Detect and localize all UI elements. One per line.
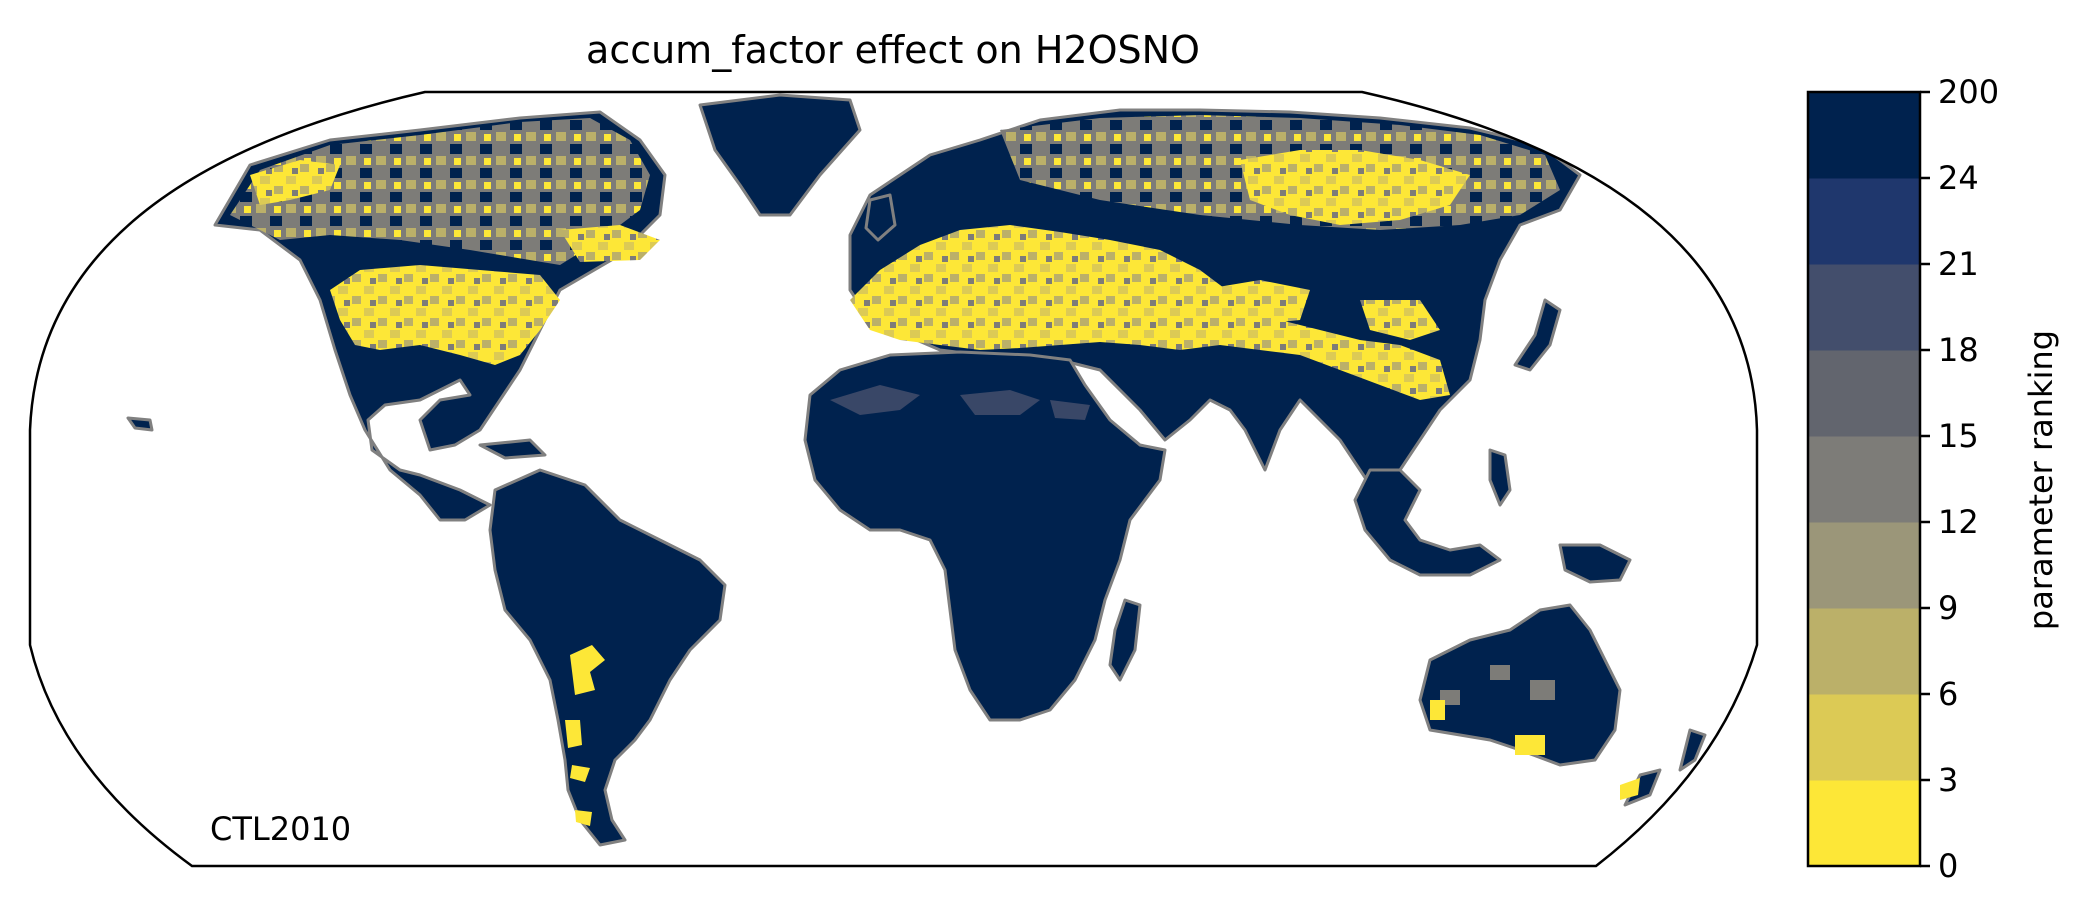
colorbar-segment (1808, 608, 1920, 695)
map (126, 93, 1707, 847)
patch-europe-yellow (850, 225, 1450, 400)
land-philippines (1488, 448, 1512, 507)
colorbar-tick-label: 12 (1938, 503, 1979, 541)
patch-siberia-yellow (1240, 150, 1470, 225)
colorbar-tick-label: 18 (1938, 331, 1979, 369)
land-australia (1418, 603, 1622, 767)
land-hawaii (126, 416, 154, 432)
colorbar-segment (1808, 780, 1920, 867)
colorbar-tick-label: 21 (1938, 245, 1979, 283)
land-new-guinea (1558, 543, 1632, 584)
colorbar-segment (1808, 178, 1920, 265)
colorbar-segment (1808, 522, 1920, 609)
colorbar-segment (1808, 92, 1920, 179)
patch-canada-grey (230, 118, 650, 265)
land-greenland (698, 93, 862, 217)
colorbar-segment (1808, 694, 1920, 781)
patch-andes-yellow (565, 645, 605, 826)
land-caribbean (478, 438, 547, 460)
colorbar-label: parameter ranking (2022, 330, 2060, 630)
patch-asia-yellow (1200, 280, 1440, 340)
land-africa (803, 350, 1167, 722)
colorbar-tick-label: 0 (1938, 847, 1958, 885)
land-japan (1513, 298, 1562, 372)
colorbar: 0 3 6 9 12 15 18 21 24 200 (1806, 73, 1999, 885)
colorbar-segment (1808, 350, 1920, 437)
colorbar-tick-label: 3 (1938, 761, 1958, 799)
patch-canada-yellow (250, 160, 660, 262)
colorbar-tick-label: 6 (1938, 675, 1958, 713)
land-se-asia (1353, 468, 1502, 577)
land-south-america (488, 468, 727, 847)
patch-australia-grey (1440, 665, 1555, 705)
patch-us-yellow (330, 265, 560, 365)
land-madagascar (1108, 598, 1142, 682)
patch-sahara-grey (830, 385, 1090, 420)
colorbar-tick-label: 200 (1938, 73, 1999, 111)
map-frame (28, 90, 1759, 868)
colorbar-tick-label: 24 (1938, 159, 1979, 197)
colorbar-segment (1808, 264, 1920, 351)
colorbar-tick-label: 15 (1938, 417, 1979, 455)
land-uk (864, 193, 897, 242)
map-label: CTL2010 (210, 810, 351, 848)
yellow-patches (250, 150, 1640, 826)
colorbar-segment (1808, 436, 1920, 523)
colorbar-tick-label: 9 (1938, 589, 1958, 627)
patch-tasman-yellow (1620, 778, 1640, 800)
map-title: accum_factor effect on H2OSNO (586, 28, 1200, 72)
colorbar-frame (1806, 90, 1922, 868)
patch-australia-yellow (1430, 700, 1545, 755)
